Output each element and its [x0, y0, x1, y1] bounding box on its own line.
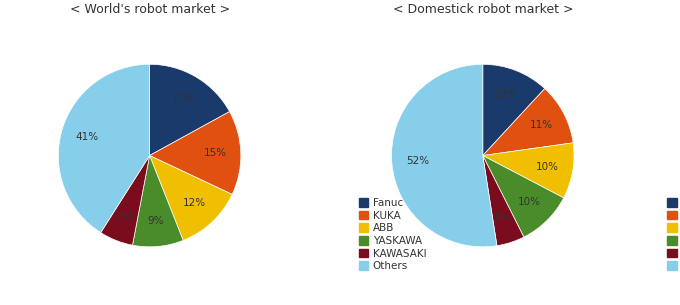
- Wedge shape: [483, 64, 545, 156]
- Legend: YASKAWA, Fanuc, Panasonic, KAWASAKI, Nachi-Fujikoshi, Others: YASKAWA, Fanuc, Panasonic, KAWASAKI, Nac…: [668, 198, 680, 271]
- Wedge shape: [58, 64, 150, 233]
- Text: 10%: 10%: [536, 162, 559, 172]
- Text: 41%: 41%: [75, 132, 98, 142]
- Wedge shape: [483, 88, 573, 156]
- Wedge shape: [133, 156, 183, 247]
- Text: 15%: 15%: [204, 149, 227, 159]
- Wedge shape: [150, 64, 230, 156]
- Wedge shape: [392, 64, 497, 247]
- Text: 17%: 17%: [171, 94, 194, 104]
- Legend: Fanuc, KUKA, ABB, YASKAWA, KAWASAKI, Others: Fanuc, KUKA, ABB, YASKAWA, KAWASAKI, Oth…: [359, 198, 426, 271]
- Wedge shape: [101, 156, 150, 245]
- Text: 52%: 52%: [406, 156, 429, 166]
- Text: 9%: 9%: [148, 216, 164, 226]
- Wedge shape: [483, 143, 574, 198]
- Text: 10%: 10%: [517, 197, 541, 207]
- Text: 6%: 6%: [117, 212, 134, 222]
- Text: 11%: 11%: [530, 120, 553, 130]
- Wedge shape: [150, 156, 232, 240]
- Text: 5%: 5%: [494, 213, 511, 223]
- Text: 12%: 12%: [495, 89, 518, 99]
- Title: < World's robot market >: < World's robot market >: [69, 3, 230, 16]
- Text: 12%: 12%: [183, 199, 206, 208]
- Wedge shape: [483, 156, 524, 246]
- Title: < Domestick robot market >: < Domestick robot market >: [392, 3, 573, 16]
- Wedge shape: [150, 112, 241, 194]
- Wedge shape: [483, 156, 564, 237]
